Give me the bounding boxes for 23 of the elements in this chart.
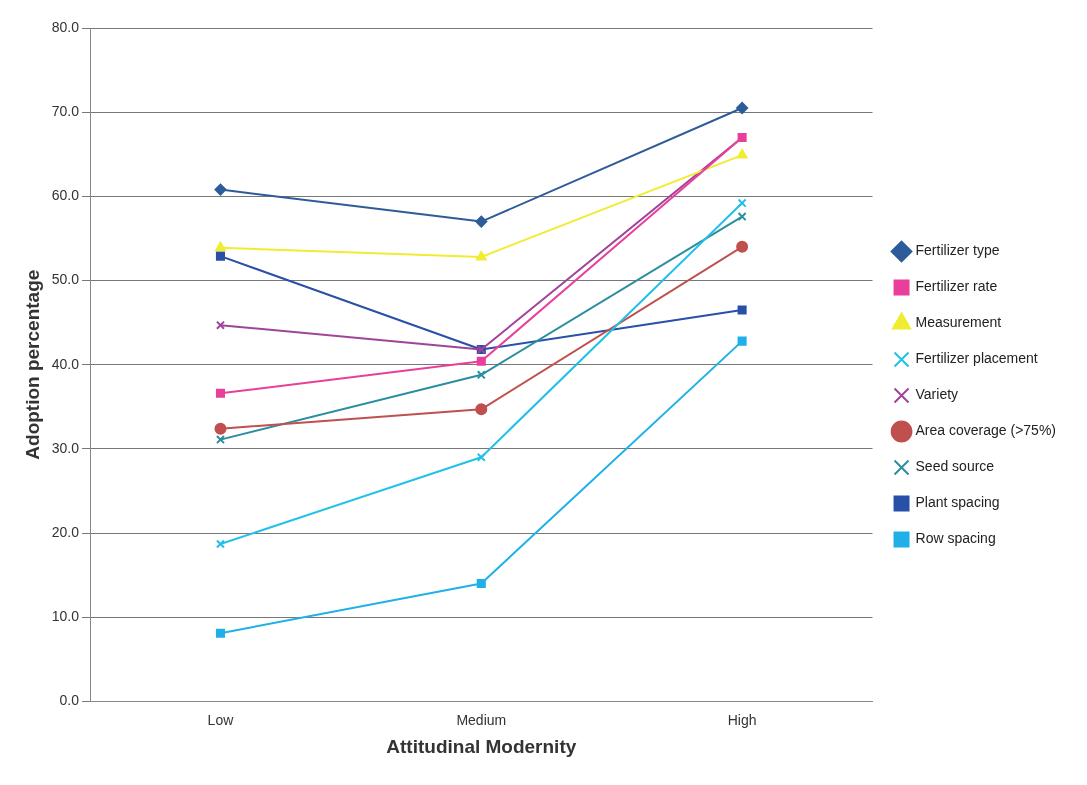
x-tick-label: High — [727, 711, 757, 728]
legend-label: Plant spacing — [915, 494, 1000, 511]
x-axis-title: Attitudinal Modernity — [386, 735, 577, 757]
legend-label: Fertilizer rate — [915, 278, 998, 295]
y-tick-label: 80.0 — [51, 18, 80, 35]
y-tick-label: 30.0 — [51, 439, 80, 456]
y-tick-label: 70.0 — [51, 103, 80, 120]
legend-label: Area coverage (>75%) — [915, 422, 1056, 439]
y-tick-label: 50.0 — [51, 271, 80, 288]
y-tick-label: 40.0 — [51, 355, 80, 372]
y-axis-title: Adoption percentage — [21, 269, 43, 460]
x-tick-label: Low — [207, 711, 235, 728]
y-tick-label: 10.0 — [51, 608, 80, 625]
x-tick-label: Medium — [456, 711, 507, 728]
legend-label: Fertilizer type — [915, 242, 1000, 259]
legend-label: Measurement — [915, 314, 1002, 331]
legend-label: Row spacing — [915, 530, 996, 547]
y-tick-label: 60.0 — [51, 187, 80, 204]
legend-label: Fertilizer placement — [915, 350, 1038, 367]
legend-label: Seed source — [915, 458, 995, 475]
y-tick-label: 0.0 — [59, 692, 80, 709]
legend-label: Variety — [915, 386, 959, 403]
y-tick-label: 20.0 — [51, 523, 80, 540]
